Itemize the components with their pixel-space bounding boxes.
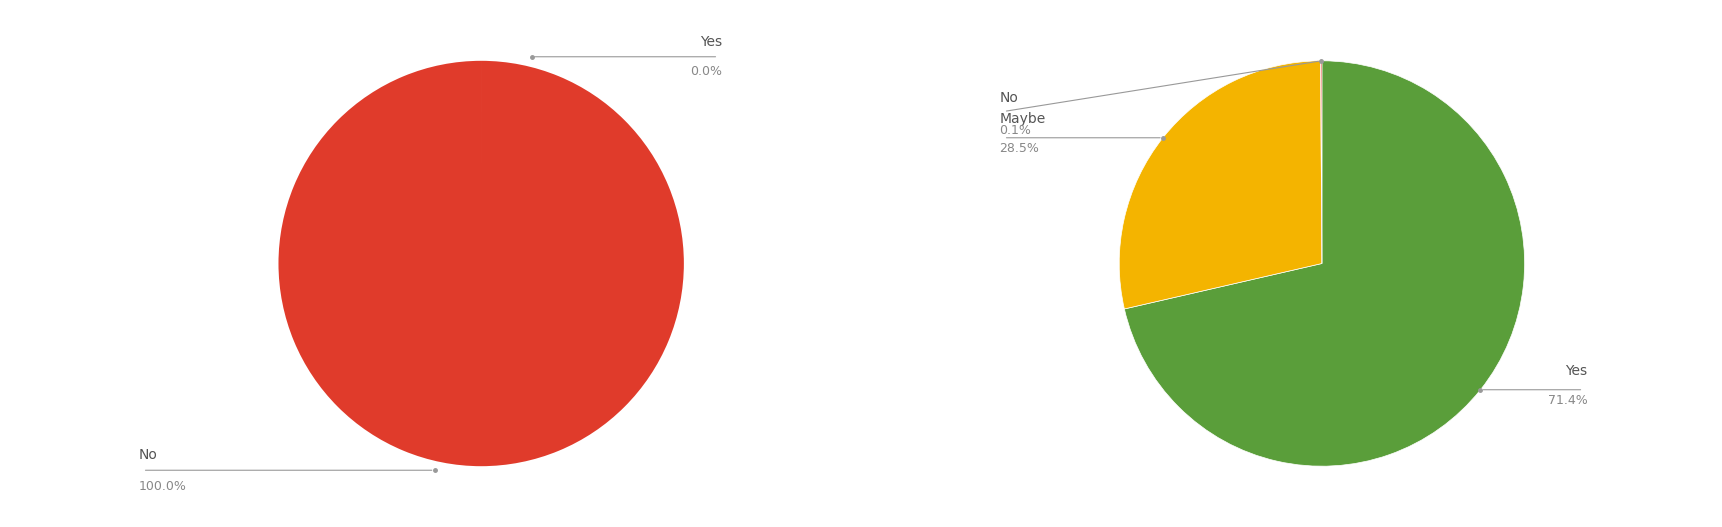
Text: No: No	[1000, 91, 1018, 105]
Text: Yes: Yes	[1565, 364, 1588, 377]
Text: 0.0%: 0.0%	[691, 65, 722, 78]
Text: 100.0%: 100.0%	[139, 481, 186, 493]
Wedge shape	[279, 61, 684, 466]
Wedge shape	[1119, 61, 1322, 309]
Wedge shape	[1124, 61, 1524, 466]
Text: Maybe: Maybe	[1000, 112, 1045, 125]
Text: 71.4%: 71.4%	[1548, 394, 1588, 407]
Text: Yes: Yes	[701, 35, 722, 48]
Text: 0.1%: 0.1%	[1000, 124, 1031, 136]
Text: 28.5%: 28.5%	[1000, 142, 1040, 155]
Text: No: No	[139, 448, 157, 462]
